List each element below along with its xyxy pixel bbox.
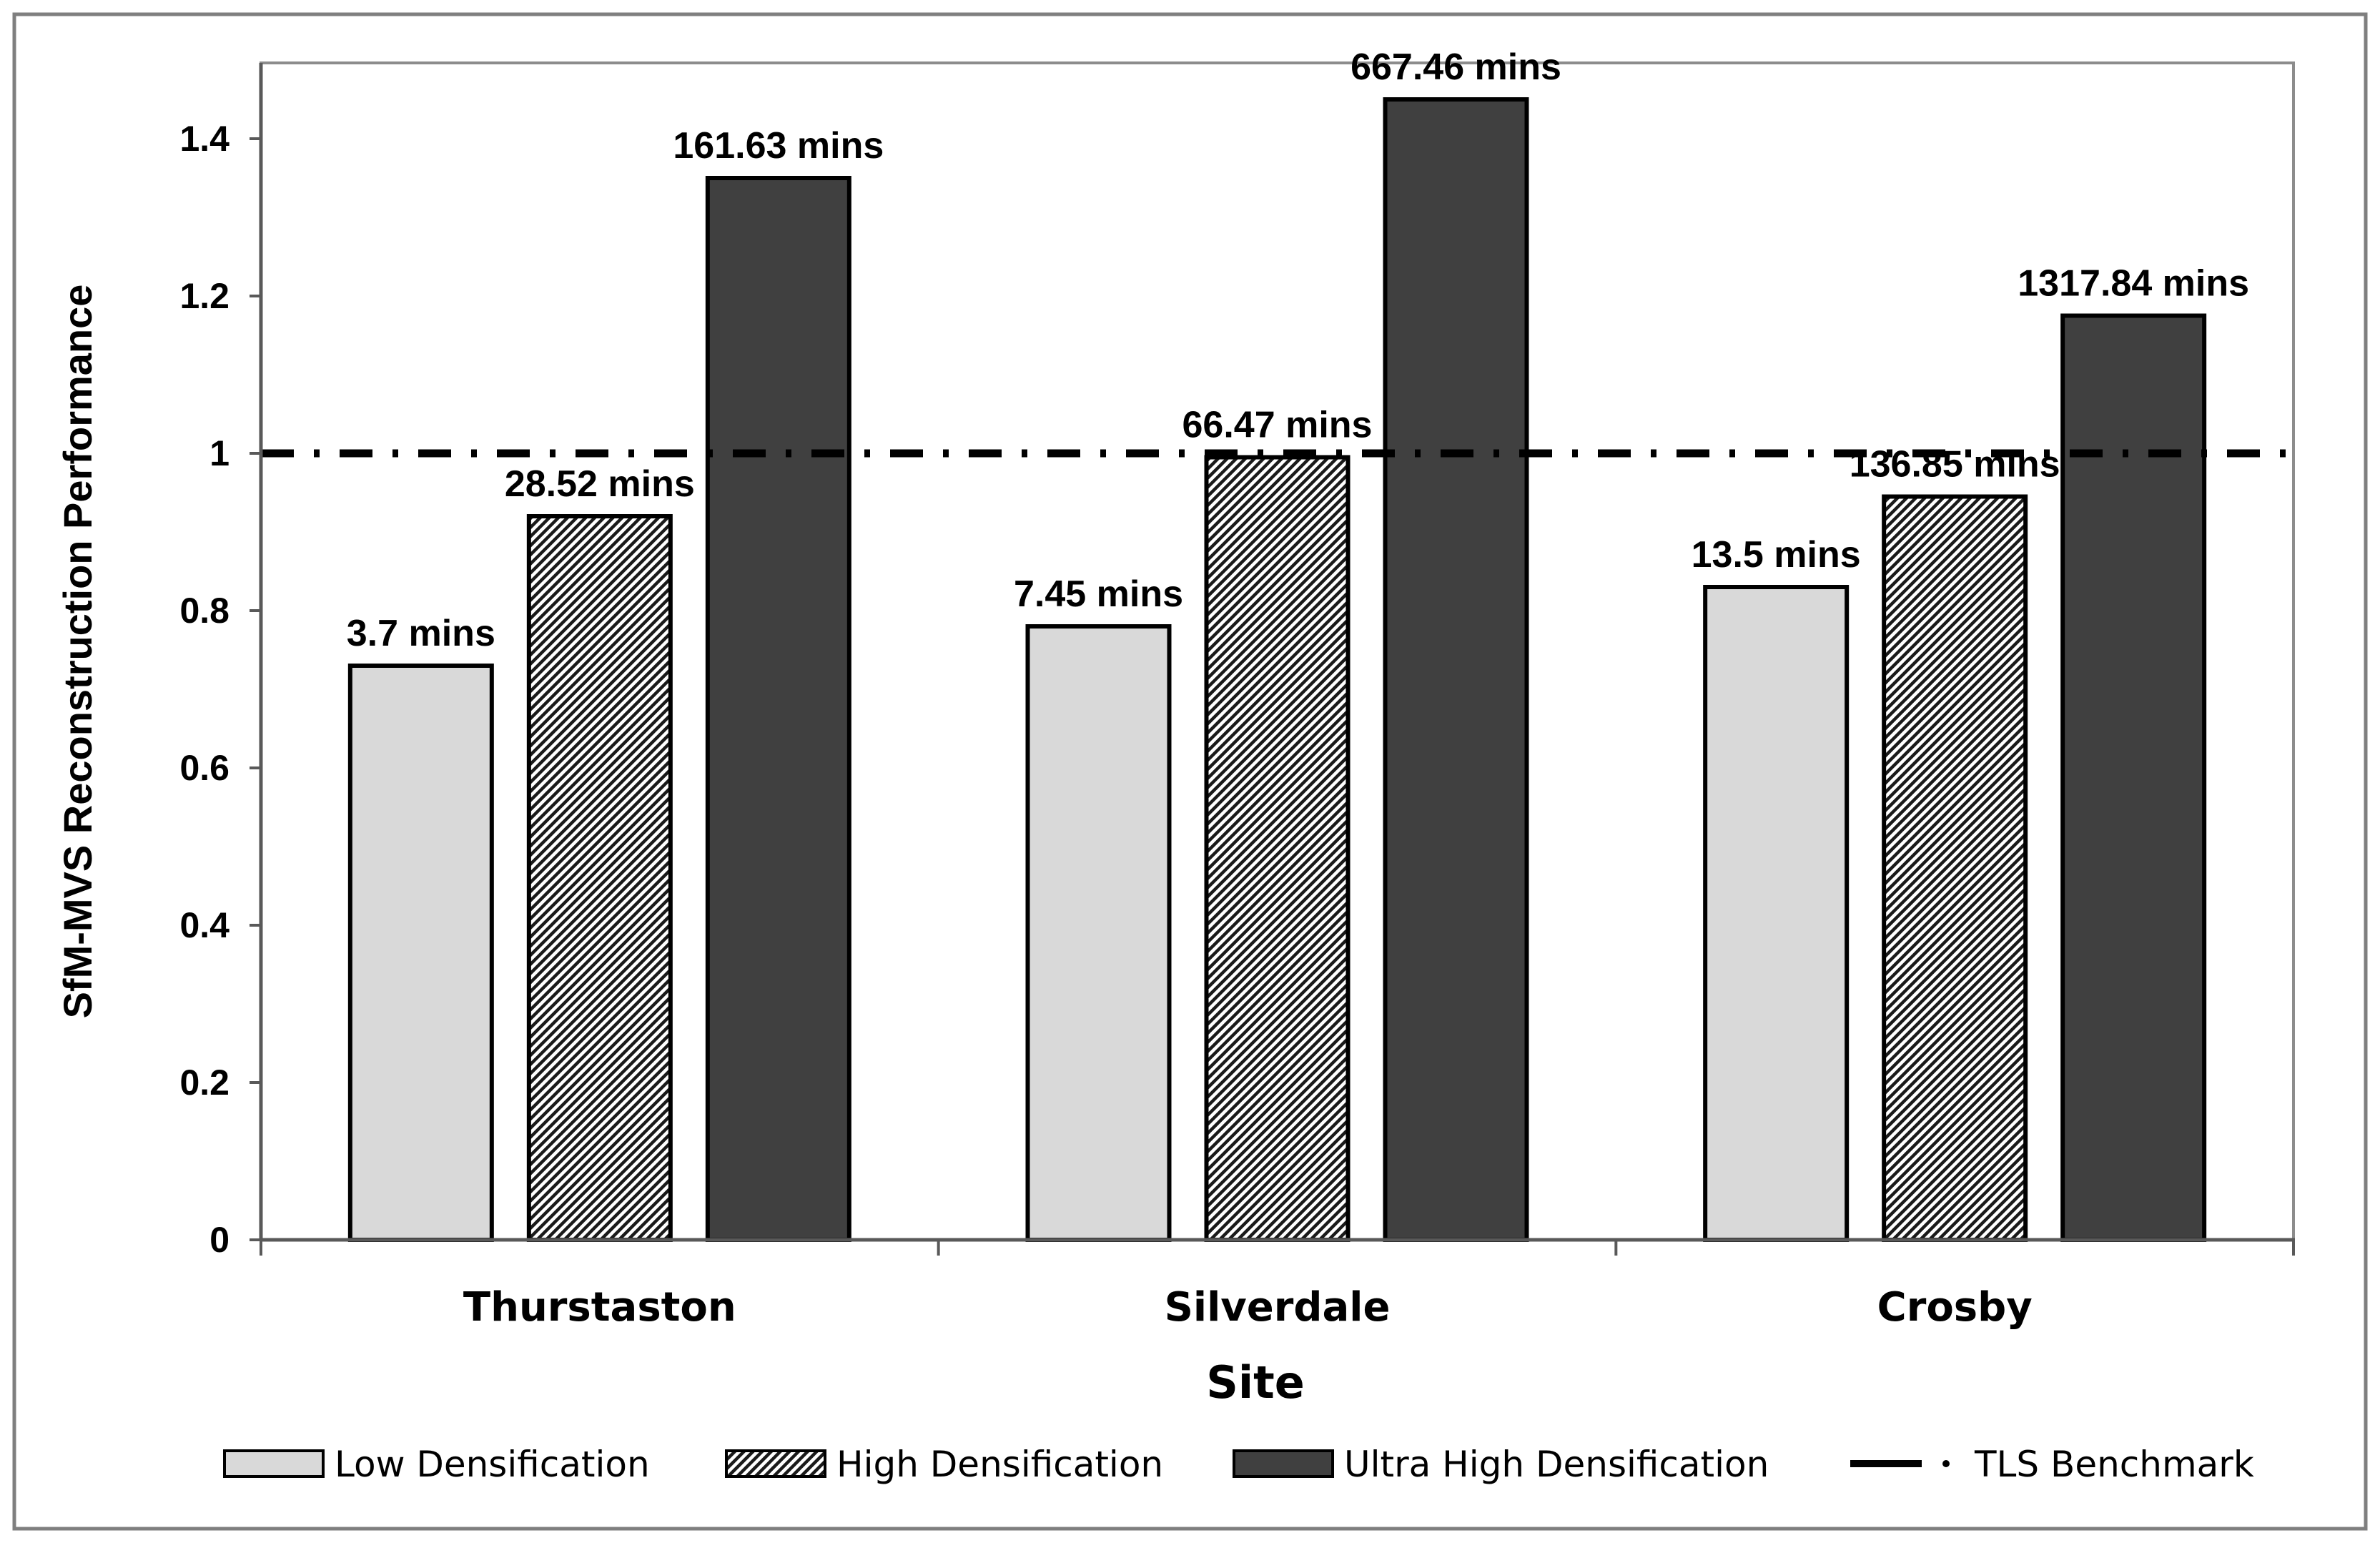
legend-label: Ultra High Densification <box>1344 1444 1769 1485</box>
bar <box>1025 624 1172 1242</box>
y-tick-label: 1.2 <box>179 276 229 316</box>
x-category-label: Silverdale <box>1165 1284 1391 1331</box>
legend-label: Low Densification <box>335 1444 650 1485</box>
y-tick-label: 0.6 <box>179 748 229 788</box>
bar <box>1383 97 1529 1242</box>
data-labels: 3.7 mins 7.45 mins 13.5 mins 28.52 mins 66.4… <box>347 46 2249 654</box>
data-label: 28.52 mins <box>505 463 695 505</box>
bar <box>1204 455 1351 1242</box>
legend-swatch <box>1233 1449 1334 1478</box>
data-label: 1317.84 mins <box>2018 263 2249 305</box>
bar <box>1703 585 1850 1242</box>
y-tick-label: 1.4 <box>179 119 229 159</box>
legend-swatch <box>223 1449 325 1478</box>
axis-ticks: 0 0.2 0.4 0.6 0.8 1 1.2 1.4 Thurstaston Silverdal… <box>179 119 2295 1331</box>
legend-swatch <box>1942 1460 1950 1467</box>
x-category-label: Crosby <box>1877 1284 2033 1331</box>
bar <box>1882 494 2028 1242</box>
x-category-label: Thurstaston <box>463 1284 736 1331</box>
y-tick-label: 0.8 <box>179 591 229 631</box>
y-tick-label: 0.2 <box>179 1063 229 1103</box>
x-axis-title: Site <box>1206 1356 1305 1409</box>
bar <box>526 514 673 1242</box>
bar <box>347 664 494 1242</box>
y-tick-label: 0.4 <box>179 905 229 945</box>
y-tick-label: 1 <box>209 433 229 473</box>
legend-swatch <box>725 1449 826 1478</box>
data-label: 7.45 mins <box>1014 573 1183 615</box>
legend-label: TLS Benchmark <box>1974 1444 2254 1485</box>
bar <box>705 176 851 1242</box>
bars <box>347 97 2207 1242</box>
legend-label: High Densification <box>836 1444 1163 1485</box>
bar <box>2060 313 2207 1242</box>
data-label: 136.85 mins <box>1850 444 2060 485</box>
y-tick-label: 0 <box>209 1220 229 1260</box>
data-label: 667.46 mins <box>1351 46 1561 88</box>
data-label: 3.7 mins <box>347 613 495 654</box>
y-axis-title: SfM-MVS Reconstruction Performance <box>55 285 100 1019</box>
data-label: 161.63 mins <box>673 125 884 167</box>
legend: Low Densification High Densification Ultra… <box>223 1444 2254 1485</box>
data-label: 13.5 mins <box>1692 534 1861 576</box>
data-label: 66.47 mins <box>1182 405 1373 446</box>
